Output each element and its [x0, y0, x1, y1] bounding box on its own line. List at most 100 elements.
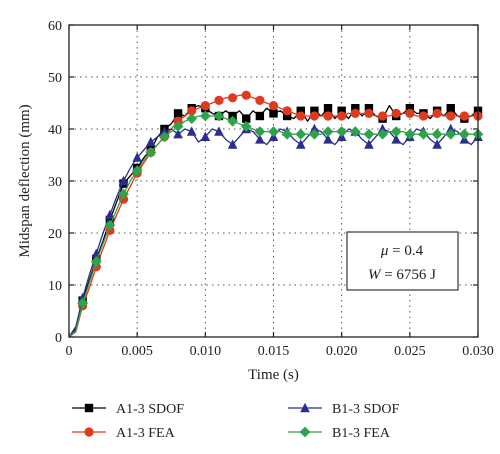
data-point-b1-3-fea — [336, 126, 348, 137]
data-point-b1-3-fea — [159, 131, 170, 143]
data-point-b1-3-fea — [172, 121, 184, 132]
data-point-b1-3-fea — [186, 113, 198, 124]
data-point-b1-3-fea — [390, 126, 402, 137]
data-point-b1-3-fea — [104, 219, 116, 231]
legend-item-a1-3-fea: A1-3 FEA — [72, 426, 176, 441]
data-point-a1-3-fea — [350, 108, 360, 118]
annotation-energy-symbol: W — [368, 267, 382, 283]
legend-item-b1-3-fea: B1-3 FEA — [288, 426, 391, 441]
data-point-a1-3-fea — [323, 111, 333, 121]
data-point-b1-3-sdof — [173, 129, 183, 139]
y-tick-label: 60 — [48, 19, 62, 34]
annotation-mu-symbol: μ — [380, 243, 389, 259]
y-tick-label: 50 — [48, 71, 62, 86]
data-point-b1-3-fea — [295, 128, 307, 140]
series-line-b1-3-fea — [68, 115, 478, 338]
data-point-b1-3-fea — [254, 126, 266, 137]
data-point-a1-3-sdof — [337, 106, 346, 115]
data-point-b1-3-fea — [77, 297, 89, 309]
x-tick-label: 0.005 — [121, 344, 153, 359]
data-point-a1-3-sdof — [405, 104, 415, 113]
data-point-b1-3-sdof — [432, 139, 442, 149]
data-point-a1-3-fea — [187, 106, 197, 116]
legend: A1-3 SDOF B1-3 SDOF A1-3 FEA B1-3 FEA — [72, 402, 400, 441]
data-point-a1-3-fea — [200, 101, 210, 111]
data-point-a1-3-fea — [364, 108, 374, 118]
data-point-b1-3-sdof — [118, 175, 129, 186]
data-point-a1-3-sdof — [351, 104, 360, 113]
data-point-a1-3-fea — [282, 106, 292, 116]
data-point-a1-3-sdof — [269, 109, 278, 118]
y-tick-label: 0 — [55, 331, 62, 346]
data-point-b1-3-fea — [309, 128, 320, 140]
data-point-a1-3-fea — [446, 111, 456, 121]
data-point-a1-3-sdof — [173, 109, 183, 118]
data-point-a1-3-fea — [268, 101, 279, 111]
legend-marker — [300, 402, 310, 413]
data-point-b1-3-fea — [213, 110, 225, 122]
series-b1-3-fea — [68, 110, 484, 338]
series-b1-3-sdof — [68, 123, 483, 338]
x-axis-label: Time (s) — [248, 367, 299, 383]
data-point-b1-3-sdof — [146, 136, 156, 147]
data-point-b1-3-fea — [131, 165, 143, 176]
x-tick-label: 0.020 — [326, 344, 358, 359]
series-layer — [68, 90, 484, 338]
data-point-b1-3-fea — [418, 128, 429, 140]
data-point-a1-3-fea — [309, 111, 319, 121]
legend-item-a1-3-sdof: A1-3 SDOF — [72, 402, 184, 417]
annotation-energy: W = 6756 J — [368, 267, 436, 283]
data-point-b1-3-sdof — [364, 139, 374, 149]
data-point-b1-3-sdof — [391, 134, 401, 144]
data-point-b1-3-sdof — [255, 134, 265, 144]
ticks: 0 0.005 0.010 0.015 0.020 0.025 0.030 0 10 20 30 40… — [48, 19, 494, 359]
data-point-b1-3-fea — [240, 121, 252, 132]
data-point-b1-3-fea — [145, 147, 157, 158]
data-point-b1-3-sdof — [132, 152, 142, 162]
series-a1-3-fea — [68, 90, 483, 338]
data-point-b1-3-fea — [363, 128, 375, 140]
legend-marker — [84, 427, 94, 437]
data-point-b1-3-sdof — [445, 123, 456, 134]
data-point-b1-3-sdof — [227, 139, 238, 149]
data-point-a1-3-sdof — [296, 106, 305, 115]
data-point-b1-3-fea — [458, 128, 470, 140]
x-tick-label: 0.015 — [258, 344, 290, 359]
y-tick-label: 10 — [48, 279, 62, 294]
data-point-a1-3-fea — [228, 93, 238, 103]
data-point-a1-3-fea — [377, 111, 388, 121]
data-point-a1-3-sdof — [255, 111, 265, 121]
data-point-a1-3-fea — [405, 108, 415, 118]
data-point-a1-3-sdof — [323, 104, 333, 113]
data-point-a1-3-sdof — [364, 104, 374, 113]
annotation-frame — [346, 231, 459, 291]
data-point-a1-3-sdof — [242, 114, 251, 123]
data-point-b1-3-sdof — [200, 131, 211, 141]
legend-label: B1-3 FEA — [332, 426, 391, 441]
data-point-a1-3-fea — [391, 108, 401, 118]
data-point-b1-3-sdof — [309, 123, 320, 134]
annotation-energy-value: = 6756 J — [380, 267, 436, 283]
data-point-b1-3-fea — [227, 115, 238, 127]
data-point-b1-3-fea — [445, 128, 457, 140]
x-tick-label: 0.025 — [394, 344, 426, 359]
legend-marker — [299, 426, 311, 438]
data-point-b1-3-fea — [281, 128, 293, 140]
data-point-b1-3-sdof — [377, 123, 388, 134]
data-point-b1-3-sdof — [159, 126, 170, 136]
data-point-a1-3-sdof — [446, 104, 455, 113]
data-point-b1-3-fea — [431, 128, 443, 140]
data-point-a1-3-fea — [241, 90, 251, 100]
data-point-a1-3-fea — [459, 111, 469, 121]
data-point-a1-3-fea — [214, 95, 224, 105]
data-point-b1-3-fea — [118, 188, 129, 200]
data-point-b1-3-fea — [90, 256, 102, 267]
data-point-a1-3-fea — [337, 111, 347, 121]
legend-label: A1-3 FEA — [116, 426, 176, 441]
data-point-b1-3-sdof — [186, 126, 197, 136]
data-point-b1-3-fea — [404, 128, 416, 140]
y-tick-label: 20 — [48, 227, 62, 242]
data-point-a1-3-sdof — [282, 111, 292, 121]
x-tick-label: 0 — [66, 344, 73, 359]
